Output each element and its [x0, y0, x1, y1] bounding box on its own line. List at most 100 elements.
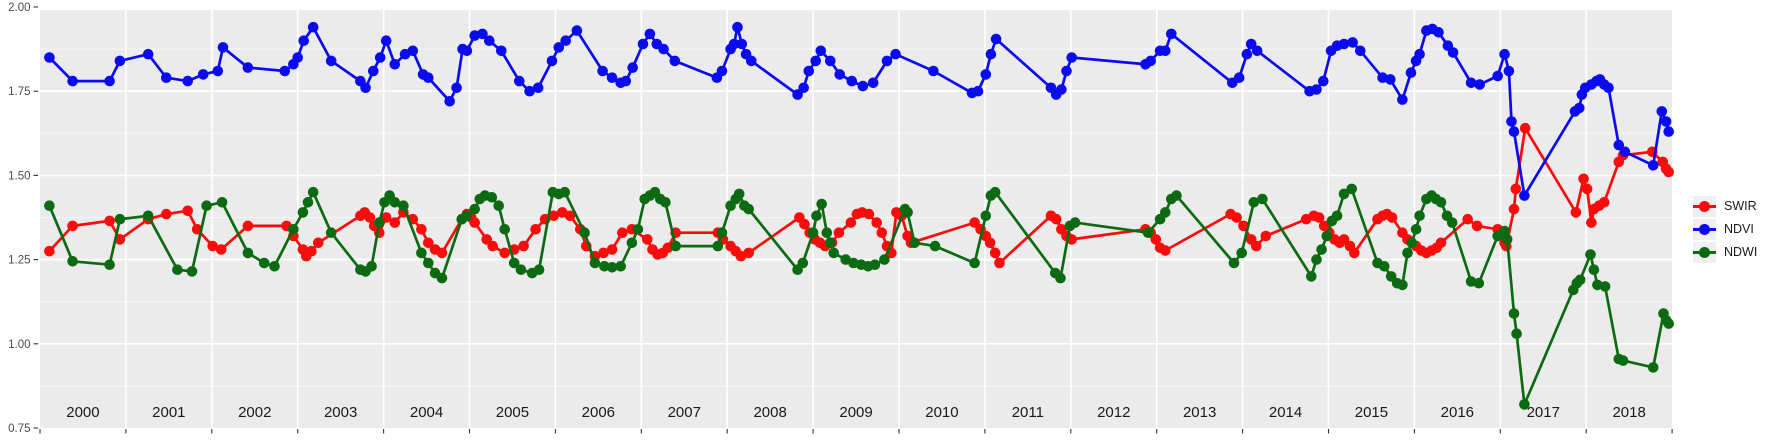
- data-point-SWIR: [564, 210, 576, 222]
- legend-key-ndwi: [1693, 242, 1716, 263]
- data-point-NDVI: [1519, 190, 1530, 201]
- data-point-SWIR: [469, 217, 481, 228]
- data-point-NDWI: [216, 197, 228, 208]
- data-point-SWIR: [548, 210, 559, 222]
- legend-label-ndvi: NDVI: [1724, 222, 1754, 237]
- data-point-NDWI: [1306, 271, 1317, 282]
- data-point-NDWI: [807, 227, 819, 238]
- data-point-SWIR: [389, 217, 401, 228]
- data-point-NDWI: [606, 262, 618, 273]
- data-point-NDVI: [1503, 65, 1515, 77]
- y-tick-label: 1.50: [8, 170, 30, 182]
- data-point-SWIR: [994, 257, 1005, 269]
- data-point-NDVI: [1506, 116, 1517, 127]
- data-point-NDVI: [553, 42, 565, 53]
- legend: SWIR NDVI NDWI: [1693, 196, 1757, 263]
- data-point-NDWI: [1316, 244, 1327, 255]
- x-axis: 2000 2001 2002 2003 2004 2005 2006 2007 2008 2009…: [39, 404, 1673, 434]
- year-label: 2000: [66, 404, 99, 421]
- data-point-NDVI: [407, 45, 419, 57]
- data-point-NDVI: [444, 96, 456, 107]
- data-point-NDWI: [269, 261, 280, 272]
- data-point-NDVI: [477, 28, 488, 40]
- data-point-SWIR: [598, 247, 609, 259]
- data-point-SWIR: [871, 217, 882, 228]
- data-point-SWIR: [1386, 212, 1398, 223]
- data-point-SWIR: [1231, 212, 1242, 223]
- data-point-NDWI: [104, 259, 115, 271]
- data-point-NDVI: [732, 21, 743, 33]
- data-point-NDVI: [217, 42, 229, 53]
- data-point-SWIR: [215, 244, 227, 255]
- y-axis: 2.00 1.75 1.50 1.25 1.00 0.75: [8, 2, 38, 435]
- data-point-NDVI: [658, 43, 669, 55]
- year-label: 2014: [1269, 404, 1302, 421]
- data-point-NDWI: [1311, 254, 1322, 265]
- data-point-NDVI: [1660, 116, 1672, 127]
- data-point-NDVI: [1355, 45, 1366, 57]
- data-point-NDVI: [212, 65, 224, 77]
- data-point-NDWI: [1663, 318, 1674, 329]
- data-point-NDWI: [186, 266, 198, 277]
- data-point-NDWI: [626, 237, 638, 249]
- series-NDWI: [44, 183, 1674, 410]
- data-point-NDWI: [533, 264, 545, 276]
- data-point-NDWI: [670, 240, 681, 252]
- year-label: 2002: [238, 404, 271, 421]
- data-point-NDWI: [969, 257, 980, 269]
- data-point-NDVI: [803, 65, 815, 77]
- data-point-NDVI: [857, 80, 869, 92]
- data-point-NDWI: [1519, 399, 1530, 410]
- data-point-NDWI: [1397, 279, 1408, 291]
- data-point-NDWI: [1435, 197, 1447, 208]
- data-point-SWIR: [1160, 245, 1171, 256]
- year-label: 2004: [410, 404, 443, 421]
- data-point-NDVI: [560, 35, 571, 46]
- legend-item-ndvi: NDVI: [1693, 219, 1757, 240]
- data-point-NDWI: [1574, 274, 1586, 286]
- data-point-NDWI: [743, 203, 754, 215]
- data-point-NDWI: [980, 210, 992, 222]
- data-point-NDVI: [307, 21, 319, 33]
- data-point-NDVI: [360, 82, 371, 94]
- data-point-NDWI: [716, 227, 728, 238]
- data-point-NDWI: [436, 272, 448, 284]
- data-point-NDVI: [606, 72, 618, 83]
- data-point-NDVI: [161, 72, 172, 83]
- data-point-SWIR: [1586, 217, 1597, 228]
- legend-key-ndvi: [1693, 219, 1716, 240]
- data-point-NDVI: [1465, 77, 1477, 89]
- year-label: 2017: [1527, 404, 1560, 421]
- swir-point-swatch: [1699, 201, 1710, 212]
- data-point-NDVI: [67, 75, 78, 87]
- data-point-NDVI: [197, 69, 209, 80]
- data-point-NDWI: [989, 186, 1001, 198]
- data-point-NDWI: [302, 197, 314, 208]
- data-point-NDWI: [469, 203, 481, 215]
- year-label: 2003: [324, 404, 357, 421]
- data-point-SWIR: [242, 220, 254, 232]
- series-SWIR: [44, 122, 1674, 269]
- data-point-NDVI: [242, 62, 254, 73]
- data-point-NDVI: [1492, 70, 1503, 82]
- legend-key-swir: [1693, 196, 1716, 217]
- data-point-NDVI: [1447, 47, 1459, 58]
- data-point-NDVI: [546, 55, 558, 67]
- data-point-SWIR: [642, 234, 653, 245]
- data-point-NDWI: [909, 237, 920, 249]
- data-point-NDVI: [1347, 37, 1358, 48]
- data-point-NDVI: [389, 59, 401, 70]
- data-point-SWIR: [984, 237, 996, 249]
- data-point-SWIR: [44, 245, 55, 257]
- data-point-NDVI: [928, 65, 939, 77]
- data-point-NDVI: [815, 45, 827, 57]
- data-point-NDVI: [1663, 126, 1674, 137]
- data-point-NDVI: [451, 82, 462, 94]
- data-point-NDVI: [1619, 146, 1631, 158]
- data-point-NDWI: [821, 227, 833, 238]
- data-point-NDVI: [728, 38, 740, 50]
- data-point-SWIR: [876, 227, 888, 238]
- data-point-NDWI: [1508, 308, 1520, 319]
- data-point-NDVI: [44, 52, 55, 63]
